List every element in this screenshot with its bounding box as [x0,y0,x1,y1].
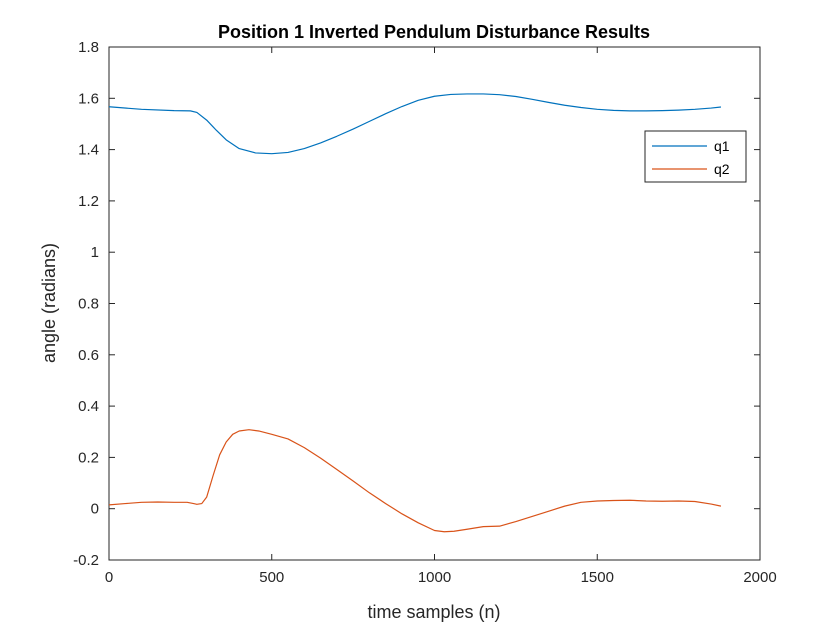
x-tick-label: 2000 [743,569,776,586]
series-layer [108,93,722,533]
y-tick-label: -0.2 [73,552,99,569]
chart-title: Position 1 Inverted Pendulum Disturbance… [218,22,650,42]
legend-box [644,130,747,183]
y-tick-label: 1.6 [78,90,99,107]
x-tick-label: 1000 [418,569,451,586]
y-tick-label: 1.2 [78,193,99,210]
y-tick-label: 0.6 [78,347,99,364]
y-axis-title: angle (radians) [39,243,59,363]
y-axis-ticks: -0.2 0 0.2 0.4 0.6 0.8 1 1.2 1.4 1.6 1.8 [73,39,760,569]
x-tick-label: 0 [105,569,113,586]
y-tick-label: 1.8 [78,39,99,56]
plot-area [108,46,761,561]
y-tick-label: 1.4 [78,142,99,159]
y-tick-label: 0 [91,501,99,518]
legend-label-q1: q1 [714,138,730,154]
series-line-q2 [108,429,722,533]
legend: q1 q2 [644,130,747,183]
y-tick-label: 1 [91,244,99,261]
x-axis-ticks: 0 500 1000 1500 2000 [105,47,777,586]
y-tick-label: 0.4 [78,398,99,415]
y-tick-label: 0.8 [78,296,99,313]
x-tick-label: 500 [259,569,284,586]
series-line-q1 [108,93,722,155]
x-axis-title: time samples (n) [367,602,500,622]
x-tick-label: 1500 [581,569,614,586]
legend-label-q2: q2 [714,161,730,177]
y-tick-label: 0.2 [78,449,99,466]
